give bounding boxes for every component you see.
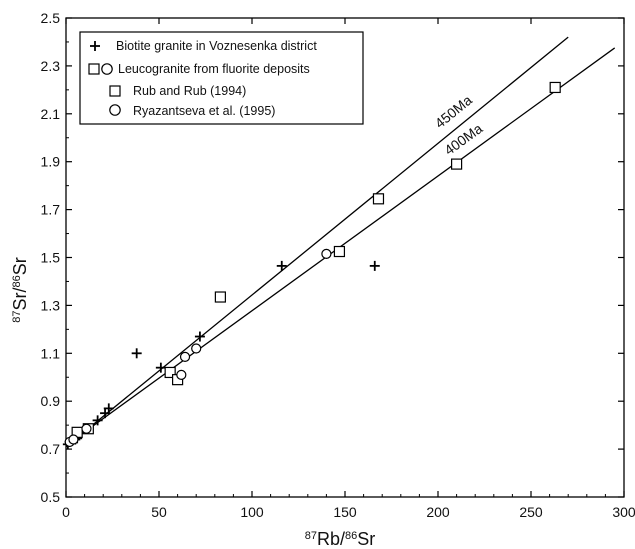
data-point-circle: [81, 423, 92, 434]
svg-text:87Rb/86Sr: 87Rb/86Sr: [305, 529, 376, 549]
data-points-layer: [62, 81, 561, 450]
y-axis-label-sup2: 86: [11, 275, 23, 287]
data-point-square: [549, 81, 561, 94]
data-point-plus: [276, 260, 287, 271]
data-point-circle: [191, 343, 202, 354]
x-tick-label: 100: [240, 504, 264, 520]
data-point-plus: [369, 260, 380, 271]
x-axis-label: 87Rb/86Sr: [305, 529, 376, 549]
legend-circle-icon: [101, 63, 113, 75]
data-point-circle: [321, 248, 332, 260]
isochron-label-bg: [439, 117, 489, 160]
data-point-plus: [92, 415, 103, 426]
data-point-plus: [131, 348, 142, 359]
x-tick-label: 300: [612, 504, 635, 520]
legend-label-leucogranite: Leucogranite from fluorite deposits: [118, 62, 310, 76]
y-tick-label: 2.1: [41, 106, 61, 122]
data-point-square: [451, 158, 463, 170]
y-tick-label: 1.3: [41, 297, 61, 313]
legend-box: [79, 31, 364, 125]
data-point-circle: [179, 351, 191, 362]
x-axis-label-end: Sr: [357, 529, 375, 549]
legend-plus-icon: [90, 41, 100, 51]
data-point-square: [372, 193, 385, 205]
y-axis-label-end: Sr: [10, 257, 30, 275]
data-point-circle: [176, 369, 187, 380]
data-point-square: [164, 366, 176, 379]
axes-layer: 0 50 100 150 200 250 300 0.5 0.7 0.9 1.1 1.3 1.5 1.7 1…: [41, 10, 635, 520]
y-tick-label: 0.5: [41, 489, 61, 505]
y-tick-label: 1.9: [41, 154, 61, 170]
x-axis-label-main: Rb/: [317, 529, 345, 549]
legend: Biotite granite in Voznesenka district L…: [79, 31, 364, 125]
data-point-plus: [155, 362, 166, 373]
y-tick-label: 0.7: [41, 441, 61, 457]
y-tick-label: 1.1: [41, 345, 61, 361]
data-point-square: [333, 245, 346, 258]
legend-square-icon: [88, 63, 100, 75]
legend-label-rub-and-rub: Rub and Rub (1994): [133, 84, 246, 98]
x-axis-label-sup: 87: [305, 530, 317, 542]
isochron-label-bg: [429, 88, 479, 133]
y-tick-label: 1.5: [41, 250, 61, 266]
legend-square-icon: [109, 85, 121, 97]
y-tick-label: 2.5: [41, 10, 61, 26]
legend-circle-icon: [109, 104, 121, 116]
y-tick-label: 1.7: [41, 202, 61, 218]
data-point-square: [214, 291, 226, 303]
x-tick-label: 150: [333, 504, 357, 520]
y-axis-label-main: Sr/: [10, 287, 30, 310]
svg-text:87Sr/86Sr: 87Sr/86Sr: [10, 257, 30, 323]
x-tick-label: 0: [62, 504, 70, 520]
data-point-plus: [194, 331, 205, 342]
isochron-line-450Ma: [65, 36, 569, 448]
y-tick-label: 2.3: [41, 58, 61, 74]
y-axis-label-sup: 87: [11, 311, 23, 323]
legend-label-biotite-granite: Biotite granite in Voznesenka district: [116, 39, 317, 53]
x-tick-label: 200: [426, 504, 450, 520]
data-point-plus: [103, 403, 114, 414]
x-tick-label: 50: [151, 504, 167, 520]
x-axis-label-sup2: 86: [345, 530, 357, 542]
legend-label-ryazantseva: Ryazantseva et al. (1995): [133, 104, 275, 118]
y-axis-label: 87Sr/86Sr: [10, 257, 30, 323]
x-tick-label: 250: [519, 504, 543, 520]
data-point-circle: [68, 434, 79, 445]
y-tick-label: 0.9: [41, 393, 61, 409]
